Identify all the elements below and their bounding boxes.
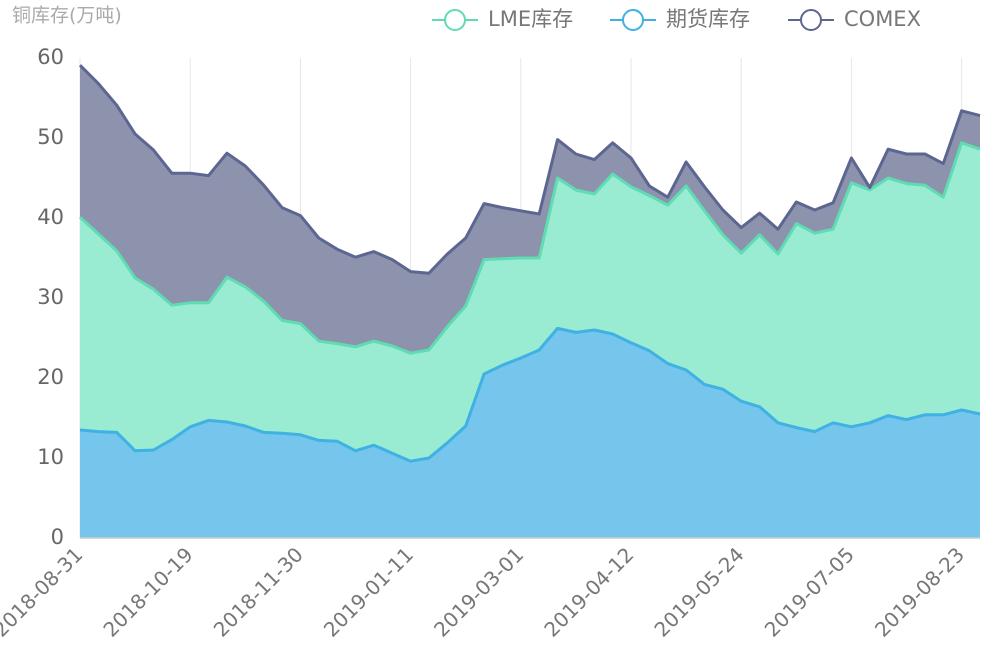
- x-tick-label: 2018-11-30: [209, 542, 308, 641]
- y-tick-label: 50: [37, 125, 64, 149]
- series-line: [78, 64, 981, 275]
- area-fill: [80, 328, 980, 538]
- y-tick-label: 30: [37, 285, 64, 309]
- x-tick-label: 2019-05-24: [649, 542, 748, 641]
- legend-item: COMEX: [788, 7, 921, 31]
- legend-label: LME库存: [488, 7, 573, 31]
- area-fill: [80, 142, 980, 462]
- legend-symbol: [444, 9, 466, 31]
- y-tick-label: 40: [37, 205, 64, 229]
- legend-symbol: [800, 9, 822, 31]
- x-tick-label: 2018-08-31: [0, 542, 87, 641]
- legend-symbol: [622, 9, 644, 31]
- series-line: [79, 326, 981, 463]
- x-tick-label: 2019-03-01: [429, 542, 528, 641]
- x-tick-label: 2018-10-19: [98, 542, 197, 641]
- y-tick-label: 0: [51, 525, 64, 549]
- x-tick-label: 2019-01-11: [319, 542, 418, 641]
- area-fill: [80, 65, 980, 354]
- series-line: [78, 141, 981, 355]
- y-tick-label: 10: [37, 445, 64, 469]
- legend-label: COMEX: [844, 7, 921, 31]
- legend-item: LME库存: [432, 7, 573, 31]
- x-tick-label: 2019-04-12: [539, 542, 638, 641]
- legend-item: 期货库存: [610, 7, 750, 31]
- chart-title: 铜库存(万吨): [12, 5, 122, 27]
- y-tick-label: 20: [37, 365, 64, 389]
- legend-label: 期货库存: [666, 7, 750, 31]
- x-tick-label: 2019-08-23: [870, 542, 969, 641]
- y-tick-label: 60: [37, 45, 64, 69]
- x-tick-label: 2019-07-05: [760, 542, 859, 641]
